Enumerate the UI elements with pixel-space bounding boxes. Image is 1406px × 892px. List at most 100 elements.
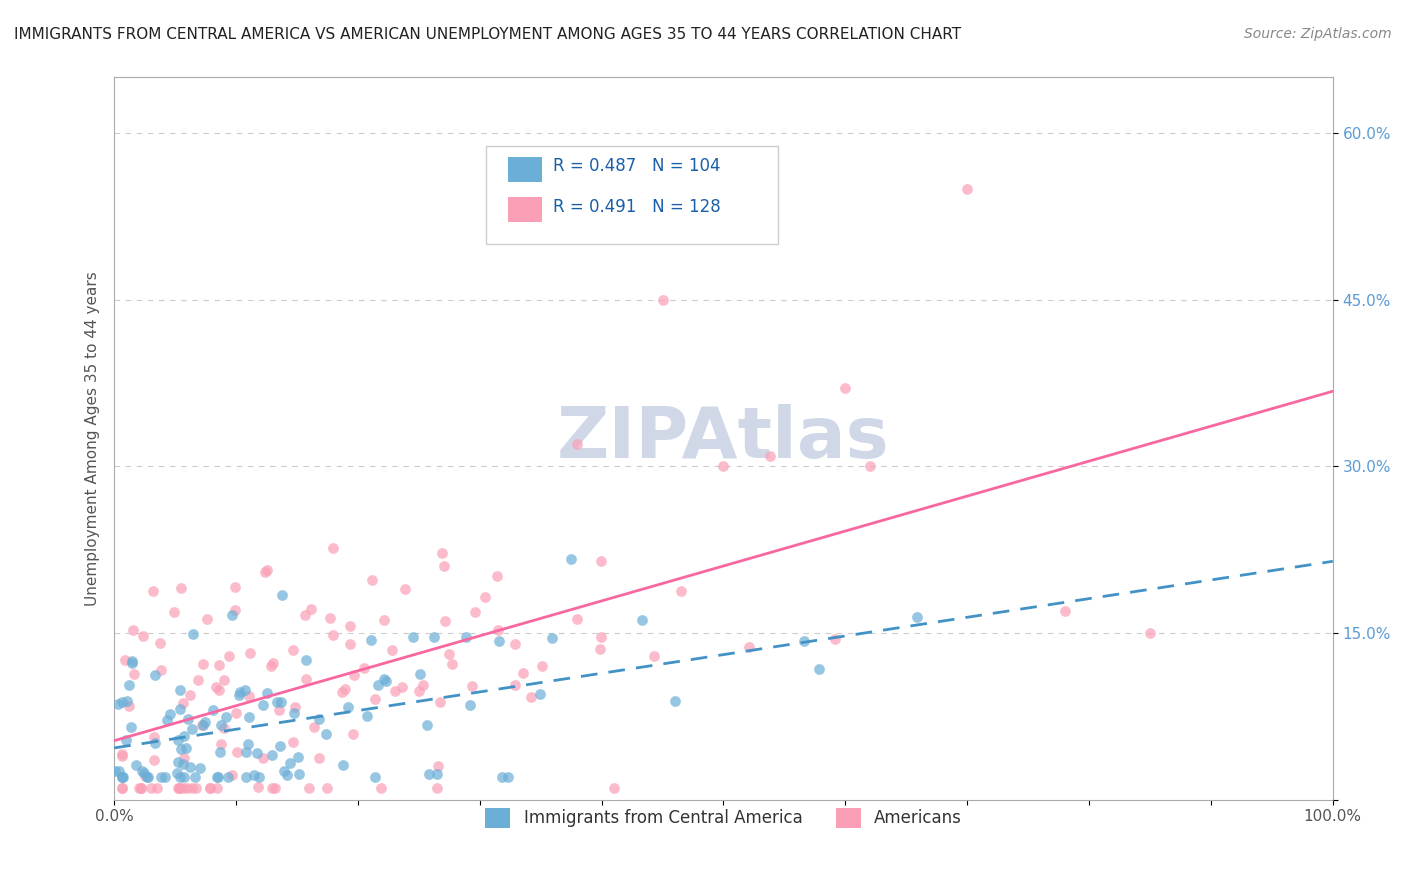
Point [114,653,136,667]
Point [631,613,654,627]
Point [713,459,735,474]
Point [214,710,236,724]
Point [295,653,318,667]
Point [759,449,782,463]
Point [260,659,283,673]
Point [322,541,344,555]
Point [491,770,513,784]
Point [205,781,228,796]
Point [278,756,301,770]
Point [225,706,247,720]
Point [169,683,191,698]
Point [464,606,486,620]
FancyBboxPatch shape [486,146,779,244]
Point [183,627,205,641]
Point [433,558,456,573]
Point [108,764,131,778]
Point [458,698,481,712]
Point [589,641,612,656]
Point [111,781,134,796]
Point [266,695,288,709]
Point [793,634,815,648]
Point [367,678,389,692]
Point [252,750,274,764]
Point [342,727,364,741]
FancyBboxPatch shape [508,157,541,182]
Point [474,590,496,604]
Point [343,667,366,681]
Point [209,745,232,759]
Point [288,766,311,780]
Point [589,630,612,644]
Point [207,657,229,672]
Legend: Immigrants from Central America, Americans: Immigrants from Central America, America… [478,801,969,835]
Point [146,781,169,796]
Point [408,684,430,698]
Point [373,672,395,686]
Point [173,729,195,743]
Point [191,717,214,731]
Point [360,632,382,647]
Point [353,660,375,674]
Point [591,554,613,568]
Point [207,770,229,784]
Point [299,602,322,616]
Point [122,666,145,681]
Point [115,732,138,747]
Point [824,632,846,646]
FancyBboxPatch shape [508,196,541,222]
Point [269,739,291,753]
Point [281,643,304,657]
Point [426,781,449,796]
Point [131,781,153,796]
Point [150,663,173,677]
Point [430,546,453,560]
Point [540,632,562,646]
Point [120,720,142,734]
Point [170,582,193,596]
Point [308,712,330,726]
Point [281,735,304,749]
Point [364,692,387,706]
Point [315,781,337,796]
Y-axis label: Unemployment Among Ages 35 to 44 years: Unemployment Among Ages 35 to 44 years [86,271,100,606]
Point [520,690,543,704]
Point [169,770,191,784]
Point [179,760,201,774]
Point [172,781,194,796]
Point [142,730,165,744]
Point [488,634,510,648]
Point [373,613,395,627]
Point [107,697,129,711]
Point [195,612,218,626]
Point [287,749,309,764]
Point [505,637,527,651]
Point [807,662,830,676]
Point [262,656,284,670]
Point [263,781,285,796]
Point [315,727,337,741]
Point [402,631,425,645]
Point [337,699,360,714]
Point [308,750,330,764]
Point [394,582,416,597]
Point [184,770,207,784]
Point [136,770,159,784]
Point [651,293,673,307]
Point [247,780,270,794]
Point [173,751,195,765]
Point [246,746,269,760]
Point [418,767,440,781]
Point [239,646,262,660]
Point [191,718,214,732]
Point [198,781,221,796]
Point [669,584,692,599]
Point [439,647,461,661]
Point [125,757,148,772]
Point [256,686,278,700]
Point [221,768,243,782]
Point [284,699,307,714]
Text: ZIPAtlas: ZIPAtlas [557,404,890,473]
Point [166,765,188,780]
Point [412,678,434,692]
